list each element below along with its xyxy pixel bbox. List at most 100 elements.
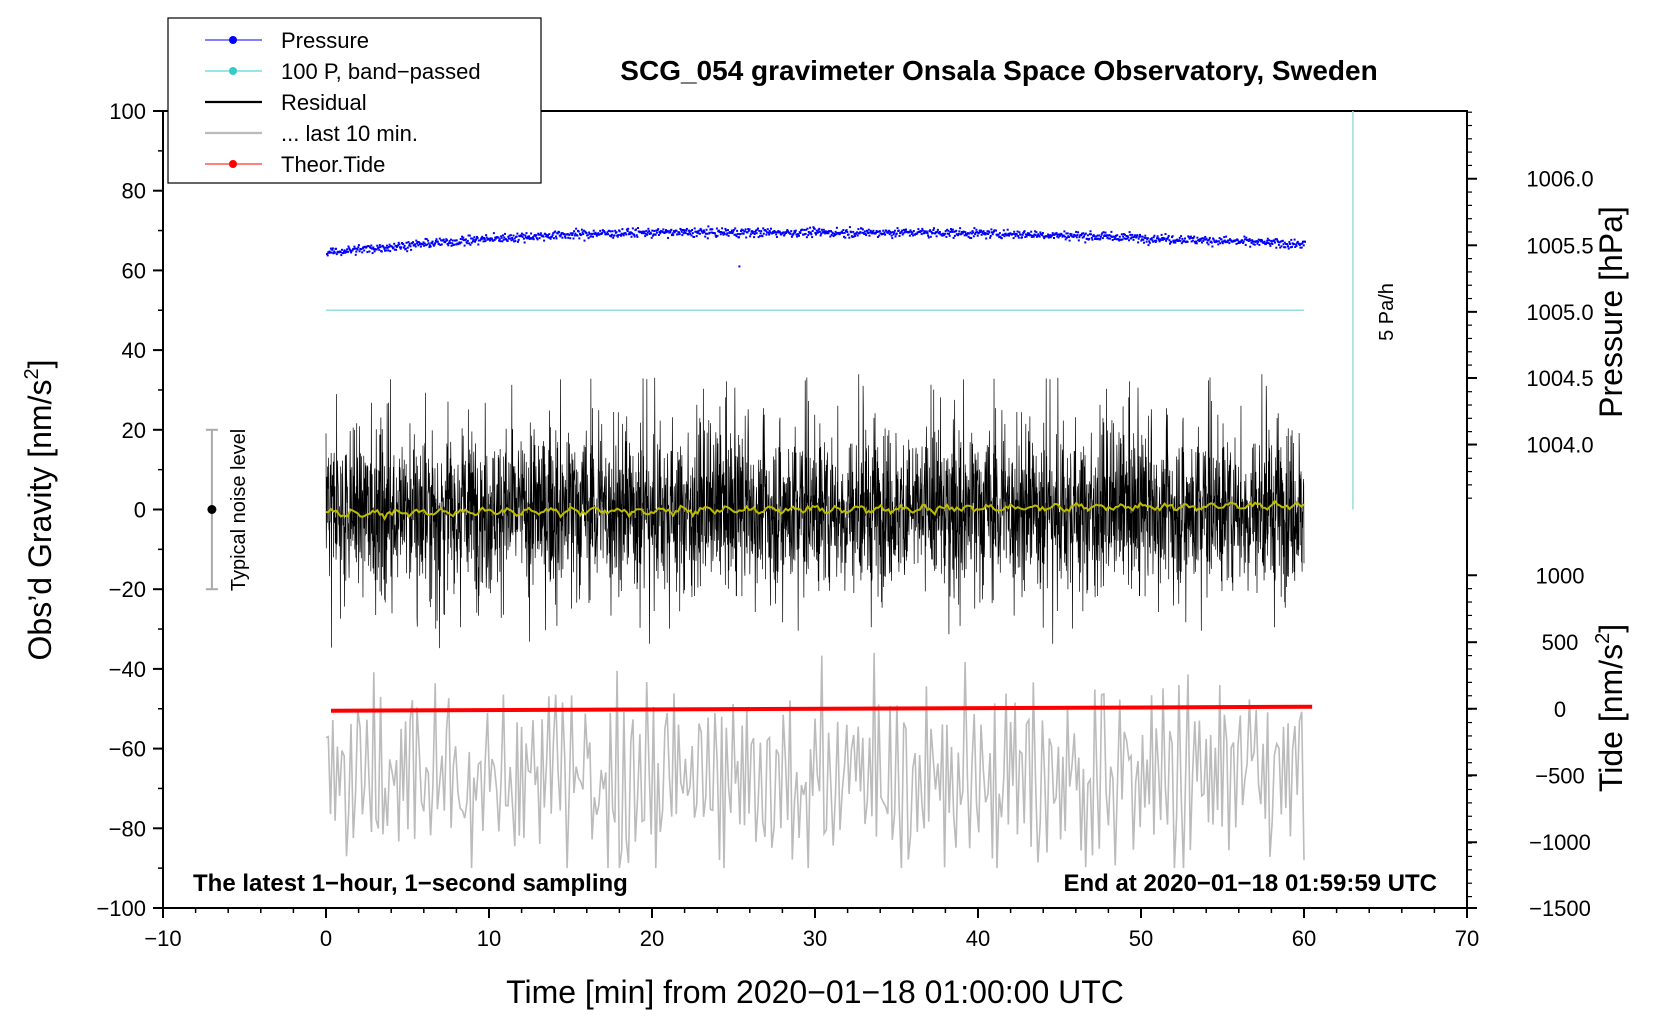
pressure-point	[358, 250, 361, 253]
legend: Pressure 100 P, band−passed Residual ... la…	[167, 17, 542, 184]
pressure-point	[1217, 243, 1220, 246]
pressure-point	[507, 235, 510, 238]
pressure-point	[736, 229, 739, 232]
pressure-point	[848, 236, 851, 239]
pressure-point	[900, 230, 903, 233]
pressure-point	[622, 234, 625, 237]
pressure-point	[1058, 235, 1061, 237]
x-tick-label: 0	[320, 926, 332, 951]
pressure-point	[1252, 243, 1255, 246]
pressure-point	[1004, 232, 1007, 235]
pressure-point	[1056, 235, 1059, 238]
pressure-point	[1223, 236, 1226, 239]
pressure-point	[444, 240, 447, 243]
pressure-point	[725, 229, 727, 232]
pressure-point	[809, 226, 812, 229]
pressure-point	[523, 241, 526, 244]
pressure-point	[446, 239, 448, 242]
pressure-point	[1183, 240, 1186, 243]
pressure-point	[595, 234, 598, 237]
pressure-point	[1038, 235, 1041, 238]
pressure-point	[916, 231, 919, 234]
pressure-point	[1144, 234, 1147, 237]
pressure-point	[389, 250, 392, 253]
pressure-point	[552, 237, 555, 240]
pressure-point	[1090, 236, 1093, 239]
pressure-point	[574, 232, 577, 235]
pressure-point	[929, 235, 932, 238]
pressure-point	[868, 234, 871, 237]
pressure-point	[897, 229, 900, 232]
pressure-point	[882, 229, 885, 232]
pressure-point	[610, 235, 613, 238]
pressure-point	[931, 232, 934, 234]
legend-box	[167, 17, 542, 184]
pressure-point	[368, 250, 371, 253]
y-tick-label: −60	[109, 737, 146, 762]
pressure-point	[755, 232, 758, 235]
pressure-point	[534, 235, 537, 238]
pressure-point	[772, 231, 775, 234]
pressure-point	[1244, 243, 1247, 246]
pressure-point	[1193, 240, 1196, 243]
pressure-point	[410, 248, 413, 251]
pressure-point	[819, 234, 822, 237]
pressure-point	[681, 234, 684, 237]
pressure-point	[1006, 234, 1008, 237]
pressure-point	[457, 242, 460, 245]
tide-tick-label: −500	[1535, 763, 1585, 788]
pressure-point	[714, 234, 717, 237]
pressure-point	[1189, 236, 1192, 239]
pressure-point	[331, 248, 334, 251]
series-last-10-min	[325, 652, 1305, 869]
pressure-point	[894, 235, 897, 238]
pressure-point	[1235, 242, 1238, 245]
pressure-point	[805, 228, 808, 231]
pressure-point	[1104, 231, 1107, 234]
tide-axis-label-superscript: 2	[1592, 633, 1614, 644]
pressure-point	[1210, 241, 1213, 244]
pressure-point	[434, 242, 437, 245]
pressure-point	[555, 237, 558, 240]
pressure-point	[479, 238, 482, 241]
pressure-point	[700, 229, 703, 232]
pressure-point	[1173, 239, 1176, 242]
pressure-point	[1057, 236, 1060, 239]
pressure-point	[440, 239, 443, 242]
pressure-point	[794, 231, 797, 234]
pressure-point	[766, 228, 769, 231]
pressure-point	[655, 229, 658, 232]
pressure-point	[804, 233, 807, 235]
pressure-point	[1227, 239, 1230, 242]
pressure-point	[654, 233, 657, 236]
pressure-point	[530, 232, 533, 235]
pressure-point	[867, 228, 870, 231]
pressure-point	[372, 246, 375, 249]
pressure-point	[1170, 241, 1173, 244]
pressure-point	[702, 229, 705, 232]
pressure-point	[908, 230, 911, 233]
pressure-point	[549, 236, 551, 239]
pressure-point	[515, 235, 518, 238]
pressure-point	[447, 242, 450, 245]
pressure-point	[814, 232, 817, 234]
pressure-point	[703, 231, 706, 234]
pressure-point	[326, 254, 329, 257]
pressure-point	[423, 244, 426, 247]
pressure-point	[1039, 231, 1042, 234]
pressure-point	[738, 265, 741, 268]
pressure-point	[979, 231, 982, 234]
pressure-point	[403, 244, 406, 247]
pressure-point	[1140, 239, 1143, 242]
pressure-point	[378, 244, 381, 247]
pressure-point	[887, 231, 890, 234]
pressure-point	[785, 232, 787, 234]
pressure-point	[1130, 236, 1133, 239]
pressure-point	[970, 237, 973, 239]
pressure-point	[647, 227, 650, 230]
pressure-point	[1190, 240, 1193, 243]
pressure-point	[1194, 242, 1197, 245]
pressure-point	[592, 235, 594, 238]
pressure-point	[464, 238, 467, 241]
series-residual-smoothed	[325, 499, 1305, 522]
